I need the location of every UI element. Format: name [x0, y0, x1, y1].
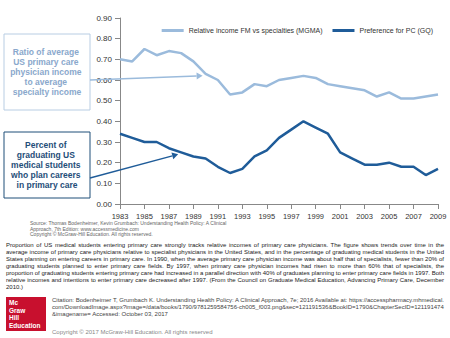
svg-text:0.40: 0.40 — [96, 117, 112, 126]
html-text:Mc: Mc — [9, 299, 18, 306]
svg-text:0.50: 0.50 — [96, 96, 112, 105]
svg-text:1993: 1993 — [234, 212, 251, 221]
svg-text:0.10: 0.10 — [96, 179, 112, 188]
html-text:Graw: Graw — [9, 306, 26, 314]
svg-text:1987: 1987 — [161, 212, 178, 221]
svg-text:Preference for PC (GQ): Preference for PC (GQ) — [359, 27, 433, 35]
svg-text:2007: 2007 — [405, 212, 422, 221]
svg-text:2001: 2001 — [332, 212, 349, 221]
svg-text:Percent of: Percent of — [25, 140, 69, 150]
html-text:Source: Thomas Bodenheimer, Ke: Source: Thomas Bodenheimer, Kevin Grumba… — [30, 220, 227, 226]
svg-text:1999: 1999 — [307, 212, 324, 221]
html-text:Proportion of US medical stude: Proportion of US medical students enteri… — [6, 242, 444, 290]
svg-text:in primary care: in primary care — [17, 180, 78, 190]
html-text:Approach, 7th Edition: www.acc: Approach, 7th Edition: www.accessmedicin… — [30, 225, 139, 232]
svg-text:0.70: 0.70 — [96, 55, 112, 64]
svg-text:0.00: 0.00 — [96, 200, 112, 209]
html-text:Education: Education — [9, 321, 41, 329]
svg-text:2005: 2005 — [381, 212, 398, 221]
svg-text:0.30: 0.30 — [96, 138, 112, 147]
svg-text:Relative income FM vs specialt: Relative income FM vs specialties (MGMA) — [189, 27, 323, 35]
svg-text:Ratio of average: Ratio of average — [13, 47, 82, 57]
html-text:Hill: Hill — [9, 314, 20, 321]
svg-text:to average: to average — [25, 77, 70, 87]
svg-text:1985: 1985 — [136, 212, 153, 221]
html-text:Copyright © McGraw-Hill Educat: Copyright © McGraw-Hill Education. All r… — [30, 231, 153, 237]
svg-text:who plan careers: who plan careers — [10, 170, 83, 180]
svg-text:0.80: 0.80 — [96, 34, 112, 43]
html-text:Citation: Bodenheimer T, Grumb: Citation: Bodenheimer T, Grumbach K. Und… — [52, 297, 444, 317]
svg-text:graduating US: graduating US — [17, 150, 77, 160]
svg-text:0.60: 0.60 — [96, 75, 112, 85]
svg-text:1995: 1995 — [258, 212, 275, 221]
svg-text:1991: 1991 — [210, 212, 227, 221]
svg-text:0.90: 0.90 — [96, 14, 112, 23]
svg-text:1989: 1989 — [185, 212, 202, 221]
svg-text:physician income: physician income — [10, 67, 84, 77]
svg-text:0.20: 0.20 — [96, 158, 112, 167]
svg-text:2009: 2009 — [430, 212, 447, 221]
svg-text:medical students: medical students — [11, 160, 83, 170]
svg-text:specialty income: specialty income — [13, 87, 82, 97]
svg-text:2003: 2003 — [356, 212, 373, 221]
html-text:Copyright © 2017 McGraw-Hill E: Copyright © 2017 McGraw-Hill Education. … — [52, 329, 213, 335]
svg-text:1983: 1983 — [112, 212, 129, 221]
svg-text:US primary care: US primary care — [13, 57, 81, 67]
svg-text:1997: 1997 — [283, 212, 300, 221]
